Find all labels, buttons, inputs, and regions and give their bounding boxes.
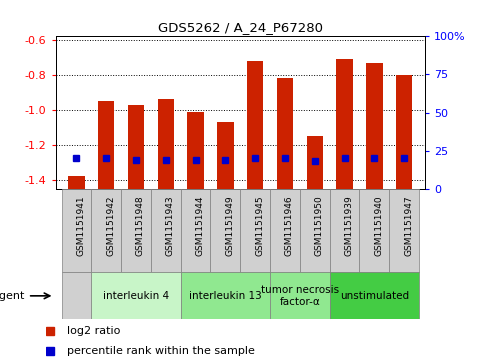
FancyBboxPatch shape — [211, 189, 241, 272]
FancyBboxPatch shape — [91, 272, 181, 319]
FancyBboxPatch shape — [330, 272, 419, 319]
Text: GSM1151943: GSM1151943 — [166, 195, 175, 256]
FancyBboxPatch shape — [389, 189, 419, 272]
Bar — [396, 75, 412, 189]
Bar — [217, 122, 234, 189]
Text: GSM1151941: GSM1151941 — [76, 195, 85, 256]
FancyBboxPatch shape — [330, 189, 359, 272]
Text: interleukin 4: interleukin 4 — [103, 291, 169, 301]
Bar — [128, 105, 144, 189]
Bar — [336, 59, 353, 189]
Bar — [277, 78, 293, 189]
FancyBboxPatch shape — [270, 189, 300, 272]
Bar — [247, 61, 263, 189]
FancyBboxPatch shape — [121, 189, 151, 272]
Text: unstimulated: unstimulated — [340, 291, 409, 301]
Bar — [366, 62, 383, 189]
FancyBboxPatch shape — [91, 189, 121, 272]
Text: GSM1151949: GSM1151949 — [226, 195, 234, 256]
FancyBboxPatch shape — [241, 189, 270, 272]
Bar — [68, 176, 85, 189]
FancyBboxPatch shape — [61, 272, 91, 319]
Text: agent: agent — [0, 291, 25, 301]
FancyBboxPatch shape — [181, 189, 211, 272]
Bar — [157, 99, 174, 189]
Text: GSM1151947: GSM1151947 — [404, 195, 413, 256]
Text: GSM1151939: GSM1151939 — [344, 195, 354, 256]
Title: GDS5262 / A_24_P67280: GDS5262 / A_24_P67280 — [158, 21, 323, 34]
Text: log2 ratio: log2 ratio — [67, 326, 120, 336]
Text: GSM1151948: GSM1151948 — [136, 195, 145, 256]
Bar — [307, 136, 323, 189]
Text: GSM1151942: GSM1151942 — [106, 195, 115, 256]
Text: GSM1151950: GSM1151950 — [315, 195, 324, 256]
Text: percentile rank within the sample: percentile rank within the sample — [67, 346, 255, 356]
Text: interleukin 13: interleukin 13 — [189, 291, 262, 301]
Text: GSM1151940: GSM1151940 — [374, 195, 384, 256]
FancyBboxPatch shape — [151, 189, 181, 272]
FancyBboxPatch shape — [181, 272, 270, 319]
FancyBboxPatch shape — [359, 189, 389, 272]
FancyBboxPatch shape — [300, 189, 330, 272]
Text: tumor necrosis
factor-α: tumor necrosis factor-α — [261, 285, 339, 307]
Bar — [187, 112, 204, 189]
FancyBboxPatch shape — [270, 272, 330, 319]
FancyBboxPatch shape — [61, 189, 91, 272]
Bar — [98, 101, 114, 189]
Text: GSM1151945: GSM1151945 — [255, 195, 264, 256]
Text: GSM1151946: GSM1151946 — [285, 195, 294, 256]
Text: GSM1151944: GSM1151944 — [196, 195, 205, 256]
